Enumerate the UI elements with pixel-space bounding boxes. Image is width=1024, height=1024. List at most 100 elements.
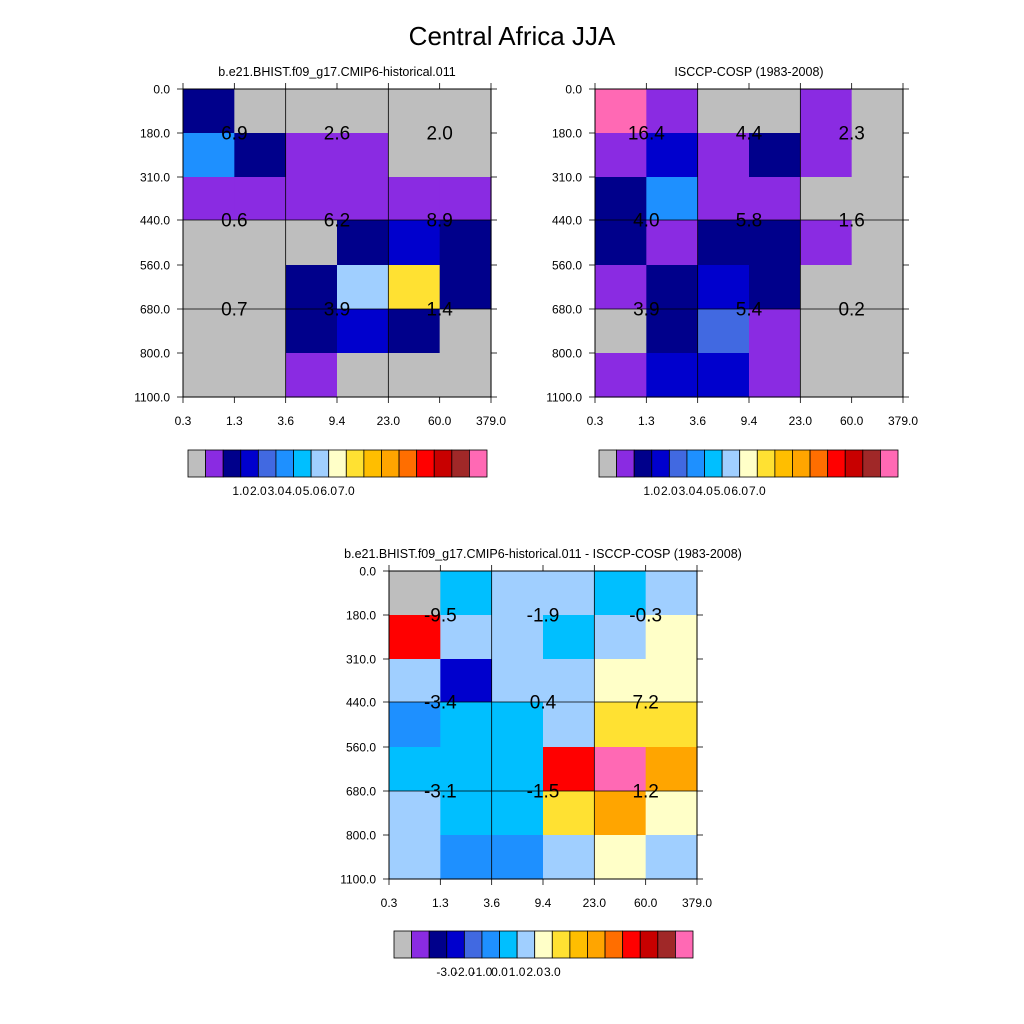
colorbar-swatch: [686, 449, 705, 478]
heatmap-cell: [594, 702, 647, 748]
heatmap-cell: [183, 309, 235, 354]
colorbar-tick-label: 6.0: [320, 484, 337, 498]
block-gridlines: [183, 89, 491, 397]
x-tick-label: 9.4: [535, 896, 552, 910]
x-tick-label: 1.3: [432, 896, 449, 910]
colorbar-swatch: [534, 930, 553, 959]
colorbar-swatch: [622, 930, 641, 959]
block-total-label: -0.3: [629, 606, 662, 627]
heatmap-cell: [234, 177, 287, 221]
heatmap-cell: [595, 133, 647, 178]
colorbar-swatch: [675, 930, 694, 959]
colorbar-swatch: [310, 449, 330, 478]
heatmap-cell: [285, 309, 338, 354]
heatmap-cell: [440, 659, 493, 703]
heatmap-cell: [594, 571, 647, 616]
colorbar-tick-label: 1.0: [232, 484, 249, 498]
heatmap-cell: [388, 177, 441, 221]
heatmap-cell: [800, 309, 853, 354]
colorbar-tick-label: -3.0: [436, 965, 457, 979]
axis-ticks: [177, 83, 497, 403]
heatmap-cells: [595, 89, 904, 398]
heatmap-cell: [697, 309, 750, 354]
heatmap-cell: [337, 89, 389, 134]
heatmap-cell: [388, 133, 441, 178]
heatmap-cell: [594, 747, 647, 792]
x-tick-label: 3.6: [277, 414, 294, 428]
x-tick-label: 23.0: [789, 414, 813, 428]
heatmap-cell: [388, 220, 441, 266]
figure-title: Central Africa JJA: [409, 21, 616, 51]
colorbar-tick-label: 7.0: [749, 484, 766, 498]
x-tick-label: 23.0: [583, 896, 607, 910]
colorbar-swatch: [187, 449, 206, 478]
block-gridlines: [389, 571, 697, 879]
heatmap-cell: [337, 309, 389, 354]
heatmap-cell: [389, 615, 441, 660]
heatmap-cell: [646, 265, 699, 310]
heatmap-cell: [594, 835, 647, 880]
heatmap-cell: [646, 220, 699, 266]
heatmap-cell: [388, 265, 441, 310]
y-tick-label: 440.0: [140, 214, 170, 228]
colorbar-swatch: [446, 930, 465, 959]
heatmap-cell: [851, 220, 904, 266]
heatmap-cell: [439, 133, 492, 178]
block-gridlines: [595, 89, 903, 397]
heatmap-cell: [183, 177, 235, 221]
block-total-label: 0.4: [530, 693, 557, 714]
heatmap-cell: [646, 89, 699, 134]
block-total-label: 0.6: [221, 211, 247, 232]
heatmap-cell: [543, 702, 595, 748]
heatmap-cell: [234, 265, 287, 310]
y-tick-label: 180.0: [346, 609, 376, 623]
colorbar-swatch: [222, 449, 242, 478]
heatmap-cell: [697, 177, 750, 221]
colorbar-swatch: [844, 449, 864, 478]
y-tick-label: 800.0: [140, 347, 170, 361]
heatmap-cell: [389, 702, 441, 748]
colorbar-swatch: [862, 449, 881, 478]
heatmap-cell: [595, 353, 647, 398]
heatmap-cell: [234, 353, 287, 398]
y-tick-label: 0.0: [153, 83, 170, 97]
y-tick-label: 560.0: [346, 741, 376, 755]
colorbar-swatch: [657, 930, 676, 959]
colorbar-swatch: [428, 930, 448, 959]
heatmap-cell: [337, 353, 389, 398]
heatmap-cell: [440, 571, 493, 616]
block-total-label: 7.2: [632, 693, 658, 714]
y-tick-label: 440.0: [552, 214, 582, 228]
heatmap-cell: [491, 747, 544, 792]
heatmap-cell: [389, 659, 441, 703]
heatmap-cell: [800, 220, 853, 266]
block-total-label: 0.2: [838, 300, 864, 321]
colorbar-swatch: [774, 449, 793, 478]
heatmap-cell: [389, 835, 441, 880]
x-tick-label: 9.4: [329, 414, 346, 428]
colorbar-swatch: [363, 449, 382, 478]
x-tick-label: 379.0: [888, 414, 918, 428]
heatmap-cell: [800, 133, 853, 178]
colorbar-tick-label: 2.0: [250, 484, 267, 498]
heatmap-cell: [645, 791, 698, 836]
heatmap-cell: [749, 265, 801, 310]
colorbar-swatch: [587, 930, 606, 959]
heatmap-cell: [183, 353, 235, 398]
heatmap-cells: [389, 571, 698, 880]
colorbar-swatch: [668, 449, 688, 478]
colorbar-swatch: [451, 449, 470, 478]
colorbar-tick-label: 4.0: [285, 484, 302, 498]
block-total-label: 1.6: [838, 211, 864, 232]
block-total-label: -9.5: [424, 606, 457, 627]
colorbar-swatch: [639, 930, 659, 959]
block-total-label: 1.4: [426, 300, 453, 321]
heatmap-cell: [543, 659, 595, 703]
colorbar-swatch: [616, 449, 635, 478]
colorbar-swatch: [516, 930, 536, 959]
heatmap-cell: [749, 133, 801, 178]
heatmap-cell: [594, 615, 647, 660]
heatmap-cell: [697, 89, 750, 134]
colorbar-swatch: [205, 449, 224, 478]
heatmap-cell: [645, 747, 698, 792]
